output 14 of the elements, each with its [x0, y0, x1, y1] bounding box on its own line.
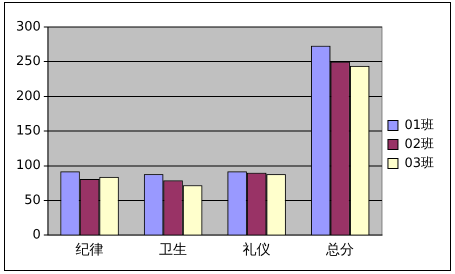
x-tick-label: 礼仪: [242, 242, 271, 258]
x-tick-label: 总分: [325, 242, 354, 258]
legend-label: 03班: [404, 156, 434, 171]
y-tick-label: 250: [16, 54, 41, 70]
y-tick-label: 150: [16, 123, 41, 138]
legend-label: 01班: [404, 118, 434, 133]
y-tick-label: 300: [16, 19, 41, 34]
x-tick-label: 纪律: [76, 242, 104, 258]
y-tick-label: 200: [16, 88, 41, 104]
x-tick-label: 卫生: [159, 242, 188, 258]
y-tick-label: 50: [24, 192, 41, 208]
y-tick-label: 100: [16, 158, 41, 174]
y-tick-label: 0: [32, 228, 41, 243]
legend-label: 02班: [404, 136, 434, 152]
